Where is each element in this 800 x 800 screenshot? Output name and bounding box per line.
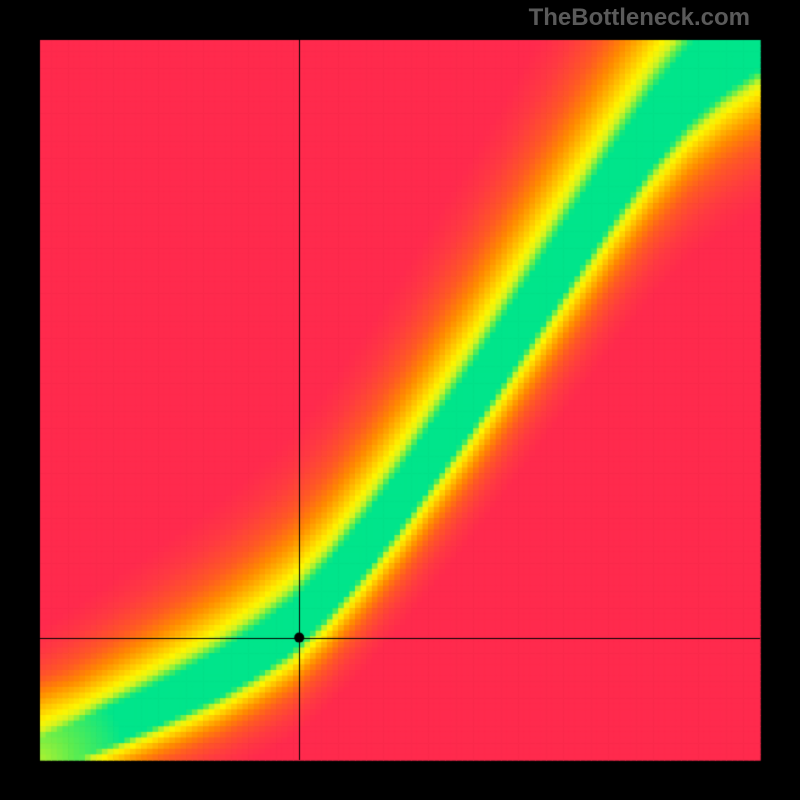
bottleneck-heatmap-canvas (0, 0, 800, 800)
figure-root: TheBottleneck.com (0, 0, 800, 800)
